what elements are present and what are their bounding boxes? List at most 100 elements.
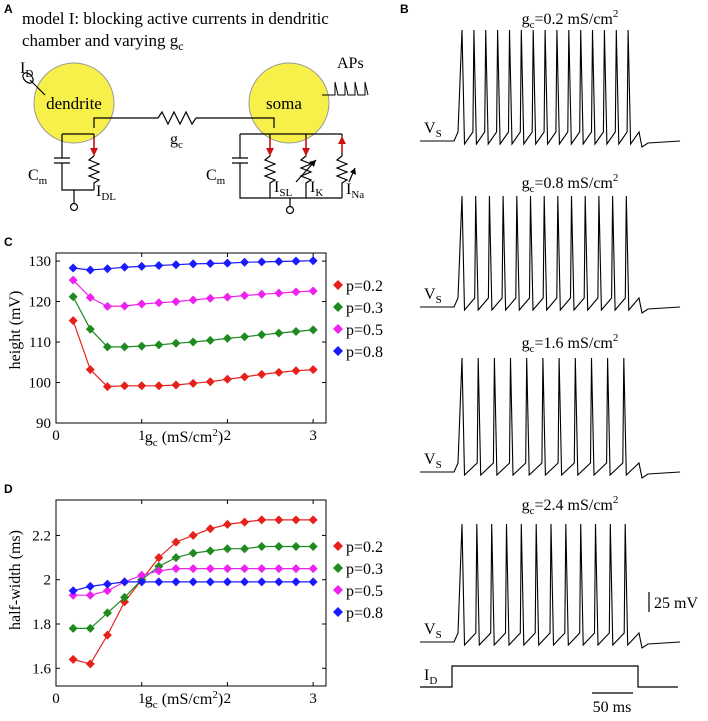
aps-label: APs bbox=[337, 55, 364, 72]
data-point bbox=[308, 365, 318, 375]
height-chart: height (mV) gc (mS/cm2) 0 1 2 3 90 100 110 120 1… bbox=[7, 252, 383, 449]
data-point bbox=[85, 265, 95, 275]
data-point bbox=[137, 381, 147, 391]
data-point bbox=[171, 380, 181, 390]
isl-arrowhead-icon bbox=[266, 148, 274, 156]
data-point bbox=[154, 566, 164, 576]
data-point bbox=[240, 544, 250, 554]
data-point bbox=[308, 256, 318, 266]
data-point bbox=[102, 608, 112, 618]
data-point bbox=[274, 288, 284, 298]
data-point bbox=[308, 325, 318, 335]
x-tick-label: 0 bbox=[52, 428, 60, 444]
data-point bbox=[85, 659, 95, 669]
y-tick-label: 1.6 bbox=[32, 661, 51, 677]
trace-label: gc=0.8 mS/cm2 bbox=[522, 172, 619, 195]
data-point bbox=[188, 337, 198, 347]
trace-vs-label: VS bbox=[424, 621, 442, 641]
series-p=0.8: p=0.8 bbox=[68, 577, 383, 622]
coupling-resistor bbox=[93, 110, 275, 128]
data-point bbox=[274, 542, 284, 551]
x-tick-label: 2 bbox=[224, 428, 232, 444]
y-tick-label: 110 bbox=[29, 335, 51, 351]
voltage-trace bbox=[420, 29, 681, 148]
y-tick-label: 1.8 bbox=[32, 617, 51, 633]
data-point bbox=[188, 564, 198, 574]
data-point bbox=[102, 579, 112, 589]
legend-label: p=0.2 bbox=[346, 539, 383, 556]
soma-circuit bbox=[232, 133, 356, 215]
data-point bbox=[205, 377, 215, 387]
data-point bbox=[222, 333, 232, 343]
data-point bbox=[102, 382, 112, 392]
legend-label: p=0.2 bbox=[346, 278, 383, 295]
panel-label-a: A bbox=[4, 2, 13, 16]
x-tick-label: 1 bbox=[138, 428, 146, 444]
data-point bbox=[274, 564, 284, 574]
data-point bbox=[171, 553, 181, 563]
data-point bbox=[257, 542, 267, 551]
trace-3: gc=1.6 mS/cm2 VS bbox=[420, 332, 681, 479]
ina-label: INa bbox=[346, 181, 364, 201]
legend-marker bbox=[333, 346, 343, 356]
data-point bbox=[68, 263, 78, 273]
plot-frame bbox=[55, 499, 327, 687]
legend-marker bbox=[333, 585, 343, 595]
data-point bbox=[137, 261, 147, 271]
scale-bars: 25 mV ID 50 ms bbox=[420, 592, 698, 716]
ik-label: IK bbox=[310, 179, 323, 199]
data-point bbox=[291, 564, 301, 574]
series-line bbox=[73, 545, 314, 630]
data-point bbox=[85, 581, 95, 591]
model-title-line1: model I: blocking active currents in den… bbox=[22, 9, 329, 28]
trace-vs-label: VS bbox=[424, 120, 442, 140]
current-step-label: ID bbox=[424, 667, 437, 687]
data-point bbox=[240, 291, 250, 300]
data-point bbox=[68, 275, 78, 285]
data-point bbox=[68, 292, 78, 302]
data-point bbox=[205, 577, 215, 587]
x-tick-label: 2 bbox=[224, 691, 232, 707]
data-point bbox=[85, 293, 95, 303]
legend-marker bbox=[333, 324, 343, 334]
data-point bbox=[137, 299, 147, 309]
data-point bbox=[154, 553, 164, 563]
ina-arrowhead-icon bbox=[338, 136, 346, 144]
trace-vs-label: VS bbox=[424, 451, 442, 471]
data-point bbox=[205, 546, 215, 556]
data-point bbox=[240, 372, 250, 382]
data-point bbox=[154, 298, 164, 308]
trace-label: gc=0.2 mS/cm2 bbox=[522, 8, 619, 31]
data-point bbox=[85, 324, 95, 334]
legend-label: p=0.3 bbox=[346, 300, 383, 317]
soma-compartment bbox=[248, 62, 330, 144]
data-point bbox=[171, 260, 181, 270]
data-point bbox=[188, 378, 198, 388]
data-point bbox=[205, 335, 215, 345]
series-p=0.2: p=0.2 bbox=[68, 278, 383, 392]
trace-label: gc=1.6 mS/cm2 bbox=[522, 332, 619, 355]
data-point bbox=[257, 257, 267, 267]
data-point bbox=[171, 338, 181, 348]
data-point bbox=[274, 577, 284, 587]
data-point bbox=[205, 293, 215, 303]
x-tick-label: 3 bbox=[309, 691, 317, 707]
halfwidth-chart: half-width (ms) gc (mS/cm2) 0 1 2 3 1.6 1.8 2 2… bbox=[7, 499, 383, 711]
data-point bbox=[257, 289, 267, 299]
time-scale-label: 50 ms bbox=[593, 699, 632, 716]
data-point bbox=[205, 259, 215, 269]
electrode-icon bbox=[22, 72, 46, 96]
data-point bbox=[257, 564, 267, 574]
data-point bbox=[291, 542, 301, 551]
data-point bbox=[188, 259, 198, 269]
isl-label: ISL bbox=[274, 179, 292, 199]
cm-dendrite-label: Cm bbox=[28, 167, 48, 187]
data-point bbox=[85, 590, 95, 600]
data-point bbox=[240, 332, 250, 342]
data-point bbox=[137, 341, 147, 351]
legend-marker bbox=[333, 302, 343, 312]
data-point bbox=[240, 517, 250, 527]
data-point bbox=[120, 301, 130, 311]
data-point bbox=[188, 548, 198, 558]
x-tick-label: 0 bbox=[52, 691, 60, 707]
